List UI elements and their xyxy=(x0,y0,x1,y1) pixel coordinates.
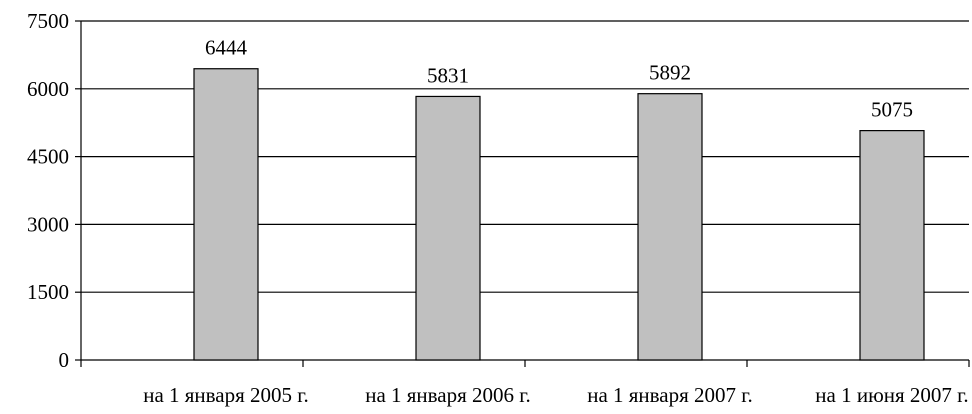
y-tick-label: 6000 xyxy=(27,77,69,101)
data-label: 5892 xyxy=(649,61,691,85)
bar xyxy=(193,68,259,361)
x-category-label: на 1 января 2007 г. xyxy=(587,383,753,407)
x-category-label: на 1 июня 2007 г. xyxy=(815,383,968,407)
x-category-label: на 1 января 2006 г. xyxy=(365,383,531,407)
data-label: 5831 xyxy=(427,63,469,87)
bar xyxy=(859,130,925,361)
bar xyxy=(415,95,481,361)
bar xyxy=(637,93,703,361)
y-tick-label: 7500 xyxy=(27,9,69,33)
data-label: 6444 xyxy=(205,36,248,60)
y-tick-label: 4500 xyxy=(27,145,69,169)
y-tick-label: 0 xyxy=(59,348,70,372)
y-tick-label: 1500 xyxy=(27,280,69,304)
data-label: 5075 xyxy=(871,98,913,122)
x-category-label: на 1 января 2005 г. xyxy=(143,383,309,407)
y-tick-label: 3000 xyxy=(27,212,69,236)
